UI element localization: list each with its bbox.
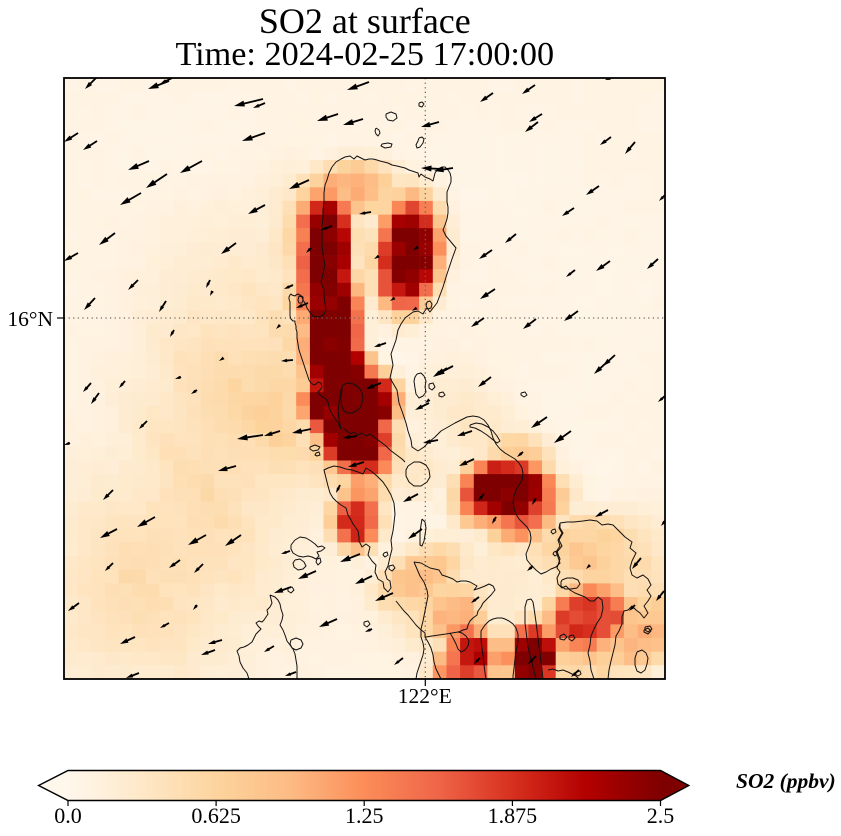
svg-text:1.25: 1.25: [345, 803, 384, 828]
svg-text:2.5: 2.5: [647, 803, 675, 828]
svg-text:0.625: 0.625: [191, 803, 241, 828]
svg-text:122°E: 122°E: [398, 684, 452, 708]
svg-text:16°N: 16°N: [7, 307, 53, 331]
svg-text:0.0: 0.0: [54, 803, 82, 828]
svg-text:1.875: 1.875: [488, 803, 538, 828]
svg-text:Time: 2024-02-25 17:00:00: Time: 2024-02-25 17:00:00: [175, 36, 554, 73]
svg-text:SO2 at surface: SO2 at surface: [259, 1, 471, 41]
svg-text:SO2 (ppbv): SO2 (ppbv): [736, 769, 836, 793]
